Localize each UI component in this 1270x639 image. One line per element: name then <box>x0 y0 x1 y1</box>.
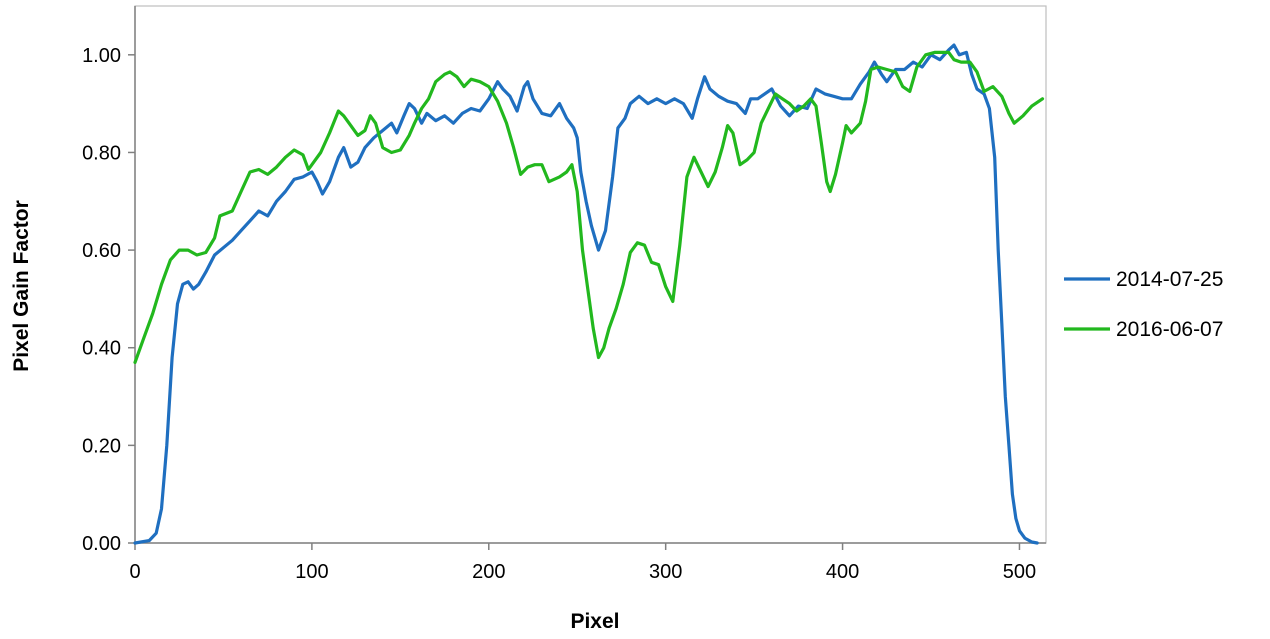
legend-label: 2014-07-25 <box>1116 268 1223 291</box>
x-ticks: 0 100 200 300 400 500 <box>129 543 1036 583</box>
y-tick-label: 1.00 <box>82 45 121 67</box>
x-tick-label: 300 <box>649 561 682 583</box>
legend-label: 2016-06-07 <box>1116 318 1223 341</box>
x-tick-label: 500 <box>1003 561 1036 583</box>
legend: 2014-07-25 2016-06-07 <box>1064 268 1223 341</box>
x-tick-label: 100 <box>295 561 328 583</box>
x-tick-label: 400 <box>826 561 859 583</box>
series-line-2016-06-07 <box>133 50 1045 364</box>
x-tick-label: 0 <box>129 561 140 583</box>
y-tick-label: 0.80 <box>82 142 121 164</box>
y-tick-label: 0.60 <box>82 240 121 262</box>
y-tick-label: 0.20 <box>82 435 121 457</box>
plot-area-frame <box>134 5 1047 544</box>
y-axis-title: Pixel Gain Factor <box>10 200 33 372</box>
y-tick-label: 0.40 <box>82 338 121 360</box>
y-tick-label: 0.00 <box>82 533 121 555</box>
x-tick-label: 200 <box>472 561 505 583</box>
series-line-2014-07-25 <box>133 43 1039 545</box>
series-layer <box>133 43 1045 545</box>
y-ticks: 0.00 0.20 0.40 0.60 0.80 1.00 <box>82 45 135 555</box>
x-axis-title: Pixel <box>570 610 619 633</box>
